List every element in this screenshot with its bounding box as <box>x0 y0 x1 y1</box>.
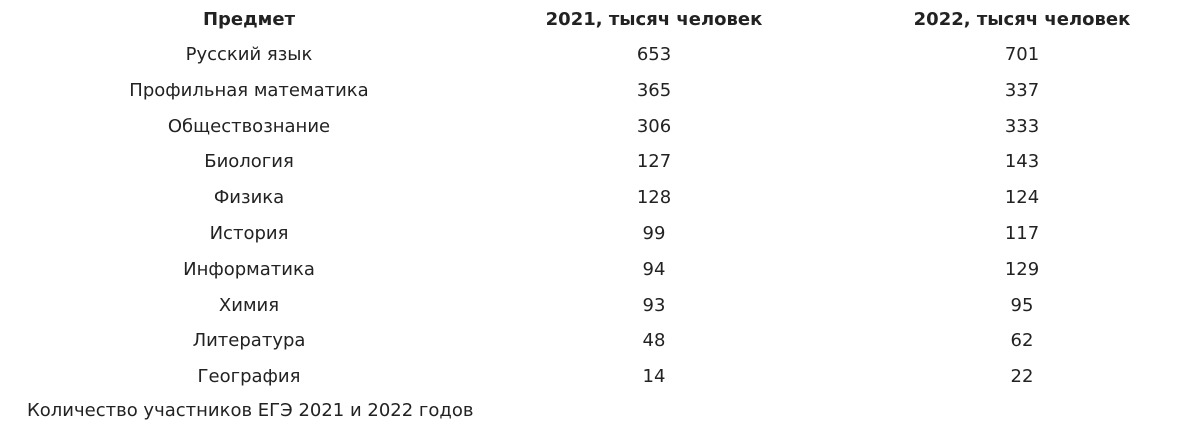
table-caption: Количество участников ЕГЭ 2021 и 2022 го… <box>27 400 474 421</box>
row-label: Обществознание <box>167 115 331 137</box>
row-label: Литература <box>192 330 306 352</box>
table-cell: 333 <box>1004 115 1040 137</box>
table-cell: 128 <box>636 187 672 209</box>
header-cell: 2022, тысяч человек <box>913 9 1131 30</box>
row-label: История <box>209 223 289 244</box>
table-cell: 701 <box>1004 44 1040 65</box>
table-cell: 94 <box>642 258 666 280</box>
row-label: Химия <box>218 294 280 316</box>
table-cell: 129 <box>1004 258 1040 280</box>
row-label: География <box>197 366 301 388</box>
table-cell: 124 <box>1004 187 1040 209</box>
table-cell: 48 <box>642 330 666 352</box>
table-cell: 117 <box>1004 223 1040 244</box>
table-cell: 365 <box>636 79 672 101</box>
table-cell: 62 <box>1010 330 1034 352</box>
row-label: Физика <box>213 187 285 209</box>
table-cell: 93 <box>642 294 666 316</box>
table-cell: 14 <box>642 366 666 388</box>
row-label: Русский язык <box>185 44 313 65</box>
table-cell: 653 <box>636 44 672 65</box>
table-cell: 95 <box>1010 294 1034 316</box>
table-cell: 22 <box>1010 366 1034 388</box>
row-label: Профильная математика <box>129 79 369 101</box>
table-cell: 143 <box>1004 151 1040 173</box>
table-cell: 99 <box>642 223 666 244</box>
row-label: Биология <box>204 151 294 173</box>
header-cell: Предмет <box>202 9 296 30</box>
row-label: Информатика <box>183 258 315 280</box>
table-cell: 337 <box>1004 79 1040 101</box>
table-cell: 127 <box>636 151 672 173</box>
table-cell: 306 <box>636 115 672 137</box>
header-cell: 2021, тысяч человек <box>545 9 763 30</box>
